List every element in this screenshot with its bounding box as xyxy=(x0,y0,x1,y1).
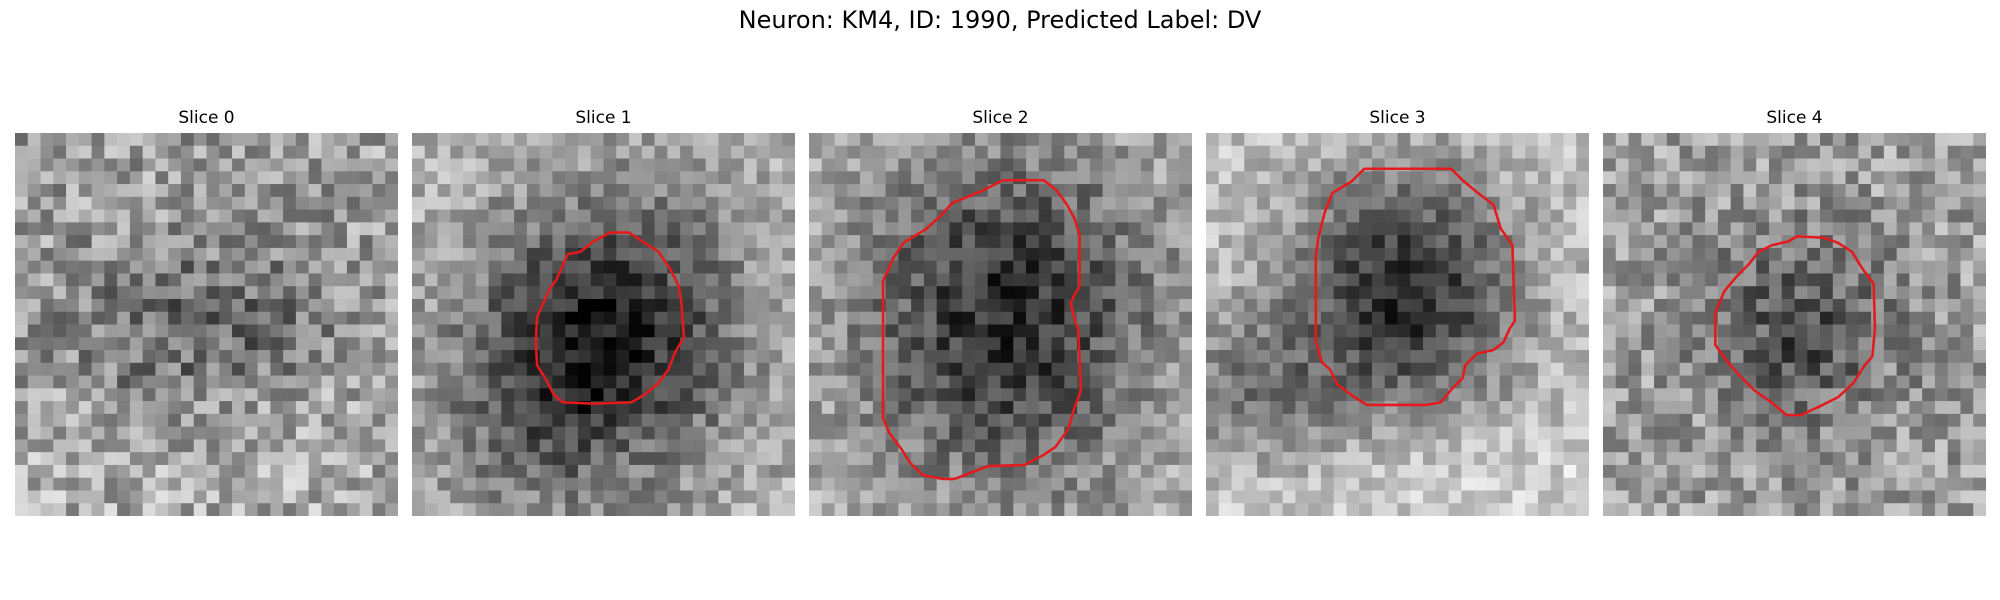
slice-image-3 xyxy=(1206,133,1589,516)
slice-image-1 xyxy=(412,133,795,516)
slice-title-3: Slice 3 xyxy=(1206,108,1589,128)
slice-title-0: Slice 0 xyxy=(15,108,398,128)
slice-image-4 xyxy=(1603,133,1986,516)
slice-title-2: Slice 2 xyxy=(809,108,1192,128)
slice-image-2 xyxy=(809,133,1192,516)
slice-title-4: Slice 4 xyxy=(1603,108,1986,128)
slice-title-1: Slice 1 xyxy=(412,108,795,128)
slice-image-0 xyxy=(15,133,398,516)
figure-title: Neuron: KM4, ID: 1990, Predicted Label: … xyxy=(0,6,2000,34)
